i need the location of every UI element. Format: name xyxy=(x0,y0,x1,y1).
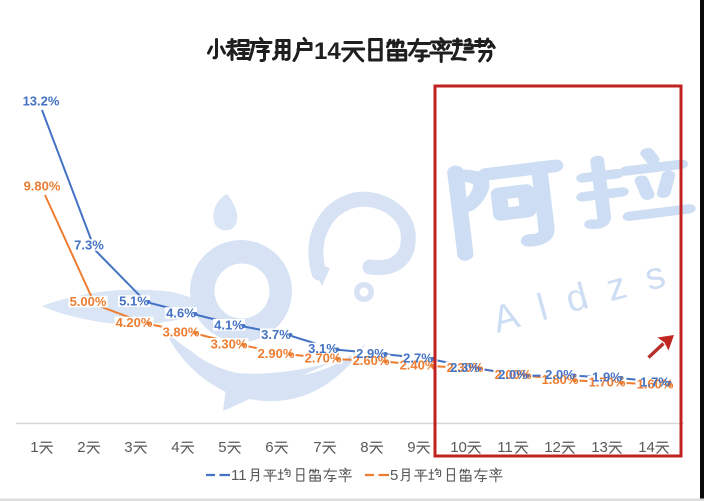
svg-text:13: 13 xyxy=(591,439,608,456)
svg-text:1.70%: 1.70% xyxy=(589,374,626,389)
svg-text:7: 7 xyxy=(313,439,321,456)
svg-text:13.2%: 13.2% xyxy=(23,94,60,109)
svg-text:2.60%: 2.60% xyxy=(353,353,390,368)
svg-text:2.9%: 2.9% xyxy=(356,346,386,361)
svg-text:11: 11 xyxy=(231,467,247,484)
svg-text:2.7%: 2.7% xyxy=(403,351,433,366)
svg-text:6: 6 xyxy=(265,439,273,456)
svg-text:2.90%: 2.90% xyxy=(258,346,295,361)
svg-text:3.1%: 3.1% xyxy=(308,341,338,356)
svg-text:2.70%: 2.70% xyxy=(305,351,342,366)
svg-text:14: 14 xyxy=(314,38,341,65)
svg-text:9: 9 xyxy=(407,439,415,456)
svg-text:4: 4 xyxy=(171,439,179,456)
svg-text:2.30%: 2.30% xyxy=(447,360,484,375)
svg-text:3: 3 xyxy=(124,439,132,456)
svg-text:5.1%: 5.1% xyxy=(119,294,149,309)
svg-text:1.9%: 1.9% xyxy=(592,370,622,385)
svg-text:5: 5 xyxy=(390,467,398,484)
svg-text:4.1%: 4.1% xyxy=(214,317,244,332)
svg-text:12: 12 xyxy=(544,439,561,456)
svg-text:1.7%: 1.7% xyxy=(640,374,670,389)
svg-text:7.3%: 7.3% xyxy=(74,238,104,253)
svg-text:2.0%: 2.0% xyxy=(498,367,528,382)
svg-text:4.20%: 4.20% xyxy=(116,315,153,330)
svg-text:5.00%: 5.00% xyxy=(70,294,107,309)
svg-text:2.40%: 2.40% xyxy=(400,358,437,373)
svg-text:2.00%: 2.00% xyxy=(495,367,532,382)
svg-text:4.6%: 4.6% xyxy=(166,306,196,321)
svg-text:11: 11 xyxy=(497,439,513,456)
svg-text:3.30%: 3.30% xyxy=(211,336,248,351)
svg-text:1.80%: 1.80% xyxy=(542,372,579,387)
svg-text:14: 14 xyxy=(638,439,655,456)
svg-text:2.3%: 2.3% xyxy=(450,360,480,375)
svg-text:2.0%: 2.0% xyxy=(545,367,575,382)
svg-text:5: 5 xyxy=(218,439,226,456)
svg-text:2: 2 xyxy=(77,439,85,456)
svg-text:1.60%: 1.60% xyxy=(637,377,674,392)
svg-text:9.80%: 9.80% xyxy=(24,179,61,194)
svg-text:8: 8 xyxy=(360,439,368,456)
svg-text:3.7%: 3.7% xyxy=(261,327,291,342)
svg-text:10: 10 xyxy=(450,439,467,456)
svg-text:3.80%: 3.80% xyxy=(163,325,200,340)
svg-text:1: 1 xyxy=(30,439,38,456)
